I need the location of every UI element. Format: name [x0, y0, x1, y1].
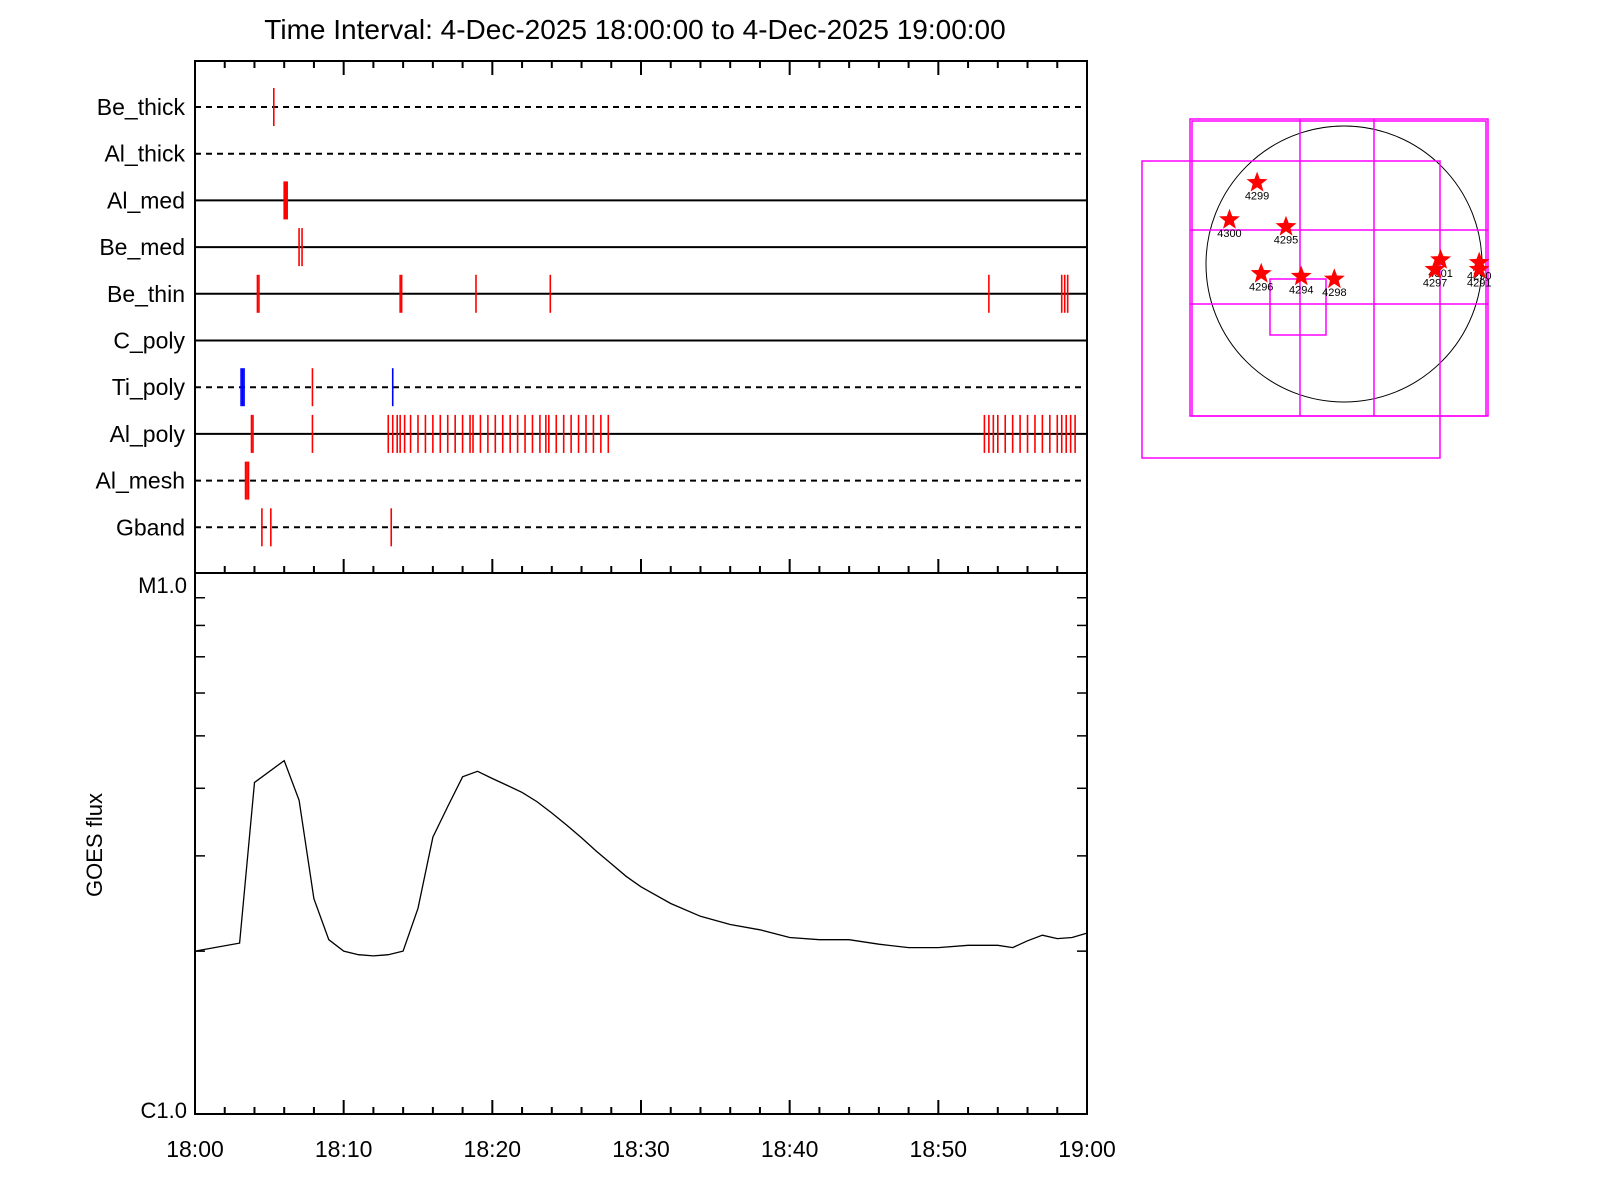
active-region-label: 4295 [1274, 235, 1298, 247]
active-region-label: 4291 [1467, 278, 1491, 290]
active-region-label: 4294 [1289, 284, 1313, 296]
goes-flux-panel: 18:00 18:10 18:20 18:30 18:40 18:50 19:00 C1.0 M… [82, 572, 1116, 1162]
active-region-label: 4298 [1322, 287, 1346, 299]
active-region-label: 4300 [1217, 228, 1241, 240]
row-label: Al_mesh [96, 468, 185, 494]
flux-frame [194, 572, 1088, 1115]
active-region-label: 4290 [1467, 271, 1491, 283]
row-label: Be_thick [97, 94, 186, 120]
active-region-star [1219, 208, 1240, 229]
x-tick-label: 18:40 [761, 1136, 819, 1162]
active-region-star [1468, 258, 1490, 279]
x-tick-label: 18:30 [612, 1136, 670, 1162]
x-tick-label: 18:20 [464, 1136, 522, 1162]
timeline-frame [194, 60, 1088, 574]
row-label: Be_thin [107, 281, 185, 307]
active-region-star [1290, 265, 1312, 286]
row-label: Be_med [99, 234, 185, 260]
active-region-label: 4297 [1423, 278, 1447, 290]
active-region-star [1323, 268, 1345, 289]
row-label: Gband [116, 514, 185, 540]
goes-flux-line [194, 759, 1088, 957]
active-region-star [1250, 262, 1272, 283]
chart-title: Time Interval: 4-Dec-2025 18:00:00 to 4-… [264, 14, 1006, 45]
x-tick-label: 18:10 [315, 1136, 373, 1162]
row-label: C_poly [113, 328, 185, 354]
row-label: Al_poly [110, 421, 186, 447]
field-of-view-box [1141, 160, 1441, 459]
active-region-label: 4299 [1245, 191, 1269, 203]
active-region-star [1275, 215, 1297, 236]
x-tick-label: 18:00 [166, 1136, 224, 1162]
x-tick-label: 19:00 [1058, 1136, 1116, 1162]
x-tick-label: 18:50 [910, 1136, 968, 1162]
active-region-star [1246, 171, 1268, 192]
row-label: Ti_poly [112, 374, 186, 400]
row-label: Al_thick [104, 141, 185, 167]
y-tick-label: C1.0 [141, 1098, 187, 1123]
active-region-star [1424, 258, 1446, 279]
y-axis-label: GOES flux [82, 793, 107, 897]
active-region-label: 4296 [1249, 282, 1273, 294]
row-label: Al_med [107, 187, 185, 213]
timeline-panel: Be_thick Al_thick Al_med Be_med Be_thin C_pol… [96, 60, 1088, 574]
active-region-star [1430, 248, 1452, 269]
y-tick-label: M1.0 [138, 573, 187, 598]
